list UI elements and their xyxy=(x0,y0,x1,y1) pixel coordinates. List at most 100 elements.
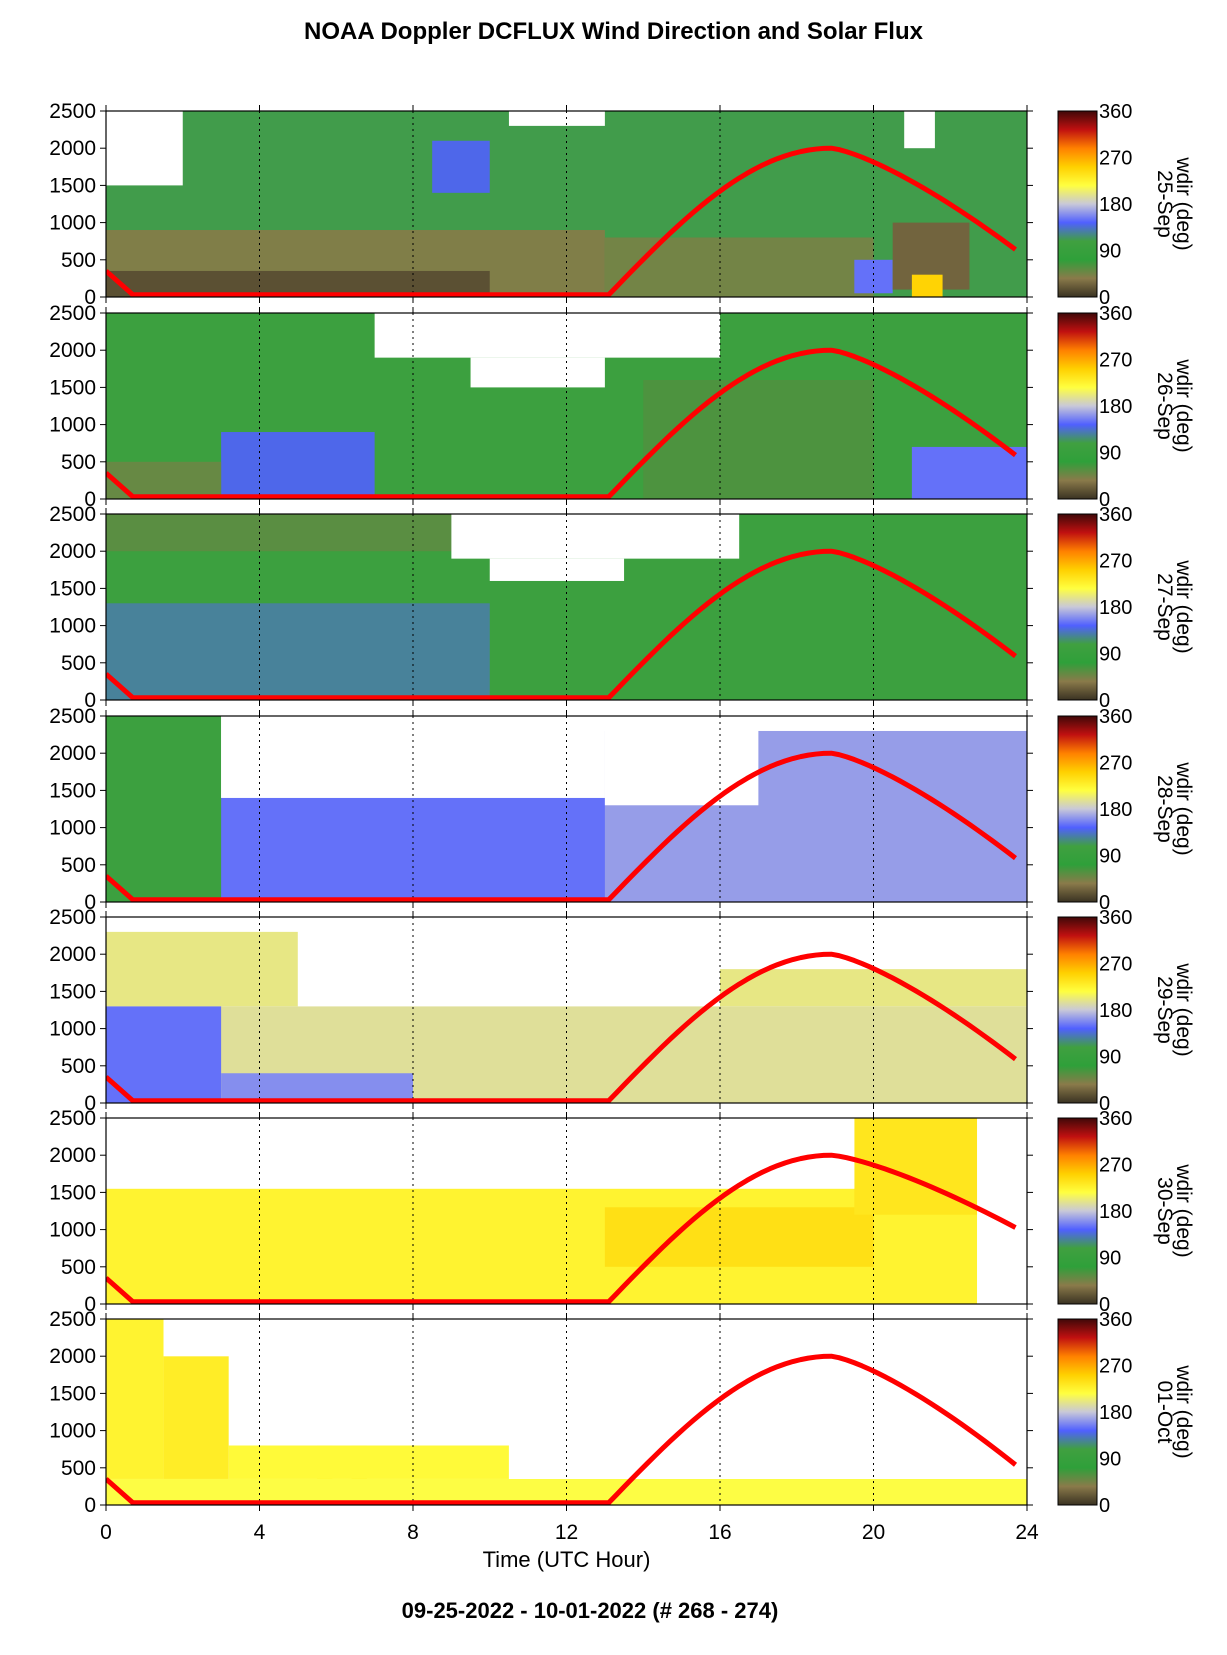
x-tick-label: 16 xyxy=(708,1521,731,1544)
y-tick-label: 1000 xyxy=(49,414,96,437)
colorbar-tick-label: 0 xyxy=(1099,1093,1110,1115)
colorbar-tick-label: 270 xyxy=(1099,350,1132,372)
solar-flux-line xyxy=(106,1152,1017,1304)
solar-flux-line xyxy=(106,347,1018,499)
x-tick-label: 0 xyxy=(100,1521,112,1544)
y-tick-label: 0 xyxy=(84,689,96,712)
colorbar-tick-label: 180 xyxy=(1099,1000,1132,1022)
heatmap-cell xyxy=(508,111,605,126)
heatmap-cell xyxy=(508,1445,1027,1479)
y-tick-label: 1500 xyxy=(49,1382,96,1405)
heatmap-cell xyxy=(106,1006,222,1103)
y-tick-label: 2500 xyxy=(49,100,96,123)
colorbar xyxy=(1057,1117,1098,1305)
heatmap-cell xyxy=(374,313,720,358)
date-range-footer: 09-25-2022 - 10-01-2022 (# 268 - 274) xyxy=(401,1598,779,1623)
colorbar-tick-label: 270 xyxy=(1099,753,1132,775)
y-tick-label: 0 xyxy=(84,1494,96,1517)
panel-01-Oct-heatmap xyxy=(106,1319,1027,1505)
heatmap-cell xyxy=(106,931,298,1007)
panel-date-label: 01-Oct xyxy=(1153,1380,1176,1443)
colorbar-tick-label: 270 xyxy=(1099,551,1132,573)
heatmap-cell xyxy=(106,461,222,499)
colorbar xyxy=(1057,916,1098,1104)
heatmap-cell xyxy=(489,558,625,581)
panel-27-Sep-heatmap xyxy=(106,514,1027,700)
y-tick-label: 0 xyxy=(84,1092,96,1115)
y-tick-label: 2500 xyxy=(49,906,96,929)
heatmap-cell xyxy=(106,111,183,186)
colorbar-tick-label: 360 xyxy=(1099,101,1132,123)
heatmap-cell xyxy=(911,446,1027,499)
colorbar-label: wdir (deg) xyxy=(1172,761,1195,855)
colorbar-tick-label: 270 xyxy=(1099,148,1132,170)
y-tick-label: 1500 xyxy=(49,779,96,802)
heatmap-cell xyxy=(911,274,943,297)
heatmap-cell xyxy=(163,1356,229,1479)
colorbar-tick-label: 90 xyxy=(1099,846,1121,868)
heatmap-cell xyxy=(604,237,874,297)
y-tick-label: 1000 xyxy=(49,212,96,235)
colorbar-tick-label: 0 xyxy=(1099,1294,1110,1316)
y-tick-label: 2000 xyxy=(49,742,96,765)
y-tick-label: 1000 xyxy=(49,1018,96,1041)
y-tick-label: 500 xyxy=(61,249,96,272)
panel-29-Sep-heatmap xyxy=(106,917,1027,1103)
y-tick-label: 500 xyxy=(61,854,96,877)
panel-date-label: 29-Sep xyxy=(1153,976,1176,1044)
panel-30-Sep-heatmap xyxy=(106,1118,1027,1304)
colorbar-tick-label: 360 xyxy=(1099,907,1132,929)
heatmap-cell xyxy=(221,1073,413,1103)
y-tick-label: 0 xyxy=(84,488,96,511)
colorbar-tick-label: 90 xyxy=(1099,644,1121,666)
colorbar xyxy=(1057,513,1098,701)
heatmap-cell xyxy=(228,1445,509,1479)
y-tick-label: 2500 xyxy=(49,1308,96,1331)
heatmap-cell xyxy=(451,514,740,559)
y-tick-label: 0 xyxy=(84,891,96,914)
panel-28-Sep-heatmap xyxy=(106,716,1027,902)
colorbar-tick-label: 180 xyxy=(1099,597,1132,619)
colorbar-tick-label: 180 xyxy=(1099,1402,1132,1424)
x-tick-label: 20 xyxy=(862,1521,885,1544)
y-tick-label: 2000 xyxy=(49,339,96,362)
colorbar-tick-label: 180 xyxy=(1099,194,1132,216)
heatmap-cell xyxy=(758,716,1027,731)
panel-date-label: 25-Sep xyxy=(1153,170,1176,238)
y-tick-label: 2000 xyxy=(49,1144,96,1167)
colorbar xyxy=(1057,110,1098,298)
heatmap-cell xyxy=(643,379,874,499)
x-axis-label: Time (UTC Hour) xyxy=(483,1547,651,1572)
y-tick-label: 2000 xyxy=(49,137,96,160)
heatmap-cell xyxy=(604,1207,874,1267)
colorbar-label: wdir (deg) xyxy=(1172,358,1195,452)
heatmap-cell xyxy=(106,716,222,902)
colorbar-tick-label: 360 xyxy=(1099,504,1132,526)
solar-flux-line xyxy=(106,951,1018,1103)
heatmap-cell xyxy=(106,1118,855,1189)
solar-flux-line xyxy=(106,1353,1018,1505)
colorbar-label: wdir (deg) xyxy=(1172,156,1195,250)
y-tick-label: 1000 xyxy=(49,817,96,840)
colorbar-tick-label: 90 xyxy=(1099,443,1121,465)
heatmap-cell xyxy=(604,716,759,806)
y-tick-label: 2000 xyxy=(49,540,96,563)
colorbar-tick-label: 0 xyxy=(1099,1495,1110,1517)
heatmap-cell xyxy=(221,432,375,499)
y-tick-label: 500 xyxy=(61,652,96,675)
colorbar-tick-label: 0 xyxy=(1099,489,1110,511)
y-tick-label: 500 xyxy=(61,1457,96,1480)
x-tick-label: 4 xyxy=(254,1521,266,1544)
panel-26-Sep-heatmap xyxy=(106,313,1027,499)
panel-date-label: 26-Sep xyxy=(1153,372,1176,440)
colorbar-tick-label: 360 xyxy=(1099,1108,1132,1130)
y-tick-label: 2000 xyxy=(49,1345,96,1368)
heatmap-cell xyxy=(432,140,490,193)
solar-flux-line xyxy=(106,750,1018,902)
heatmap-cell xyxy=(106,603,490,700)
colorbar-tick-label: 270 xyxy=(1099,1356,1132,1378)
panel-25-Sep-heatmap xyxy=(106,111,1027,297)
y-tick-label: 1000 xyxy=(49,1420,96,1443)
colorbar-tick-label: 90 xyxy=(1099,1449,1121,1471)
y-tick-label: 500 xyxy=(61,451,96,474)
